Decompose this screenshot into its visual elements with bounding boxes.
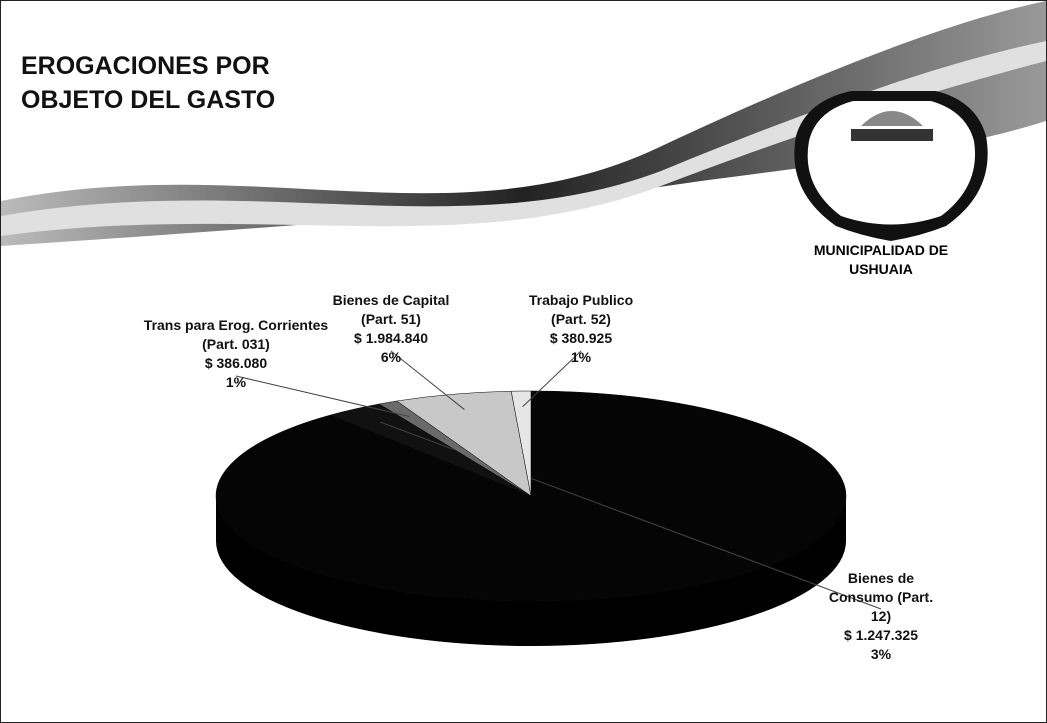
logo-band [851,129,933,141]
slice-percent: 6% [316,348,466,367]
slice-amount: $ 380.925 [511,329,651,348]
slice-percent: 1% [511,348,651,367]
slice-amount: $ 1.247.325 [821,626,941,645]
slice-amount: $ 1.984.840 [316,329,466,348]
slice-category: Trans para Erog. Corrientes (Part. 031) [141,316,331,354]
slice-percent: 1% [141,373,331,392]
slice-percent: 3% [821,645,941,664]
logo-text: MUNICIPALIDAD DE USHUAIA [791,241,971,279]
chart-title: EROGACIONES POR OBJETO DEL GASTO [21,49,321,117]
slice-category: Bienes de Consumo (Part. 12) [821,569,941,626]
slice-amount: $ 386.080 [141,354,331,373]
slice-category: Trabajo Publico (Part. 52) [511,291,651,329]
slice-label: Trans para Erog. Corrientes (Part. 031)$… [141,316,331,392]
slide: EROGACIONES POR OBJETO DEL GASTO MUNICIP… [0,0,1047,723]
slice-category: Bienes de Capital (Part. 51) [316,291,466,329]
